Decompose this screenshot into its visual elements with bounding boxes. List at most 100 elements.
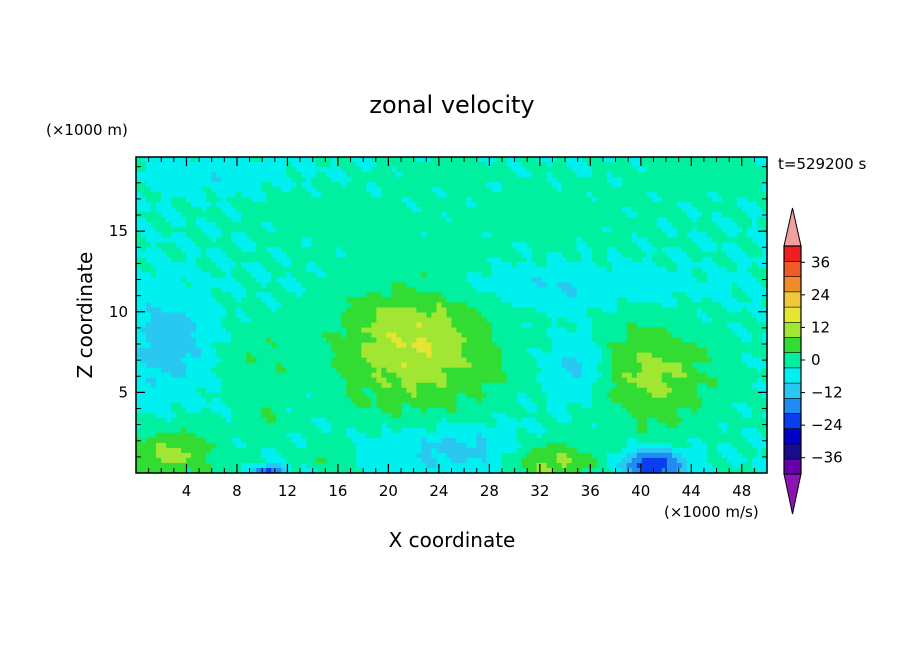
heatmap-cell: [571, 222, 578, 228]
heatmap-cell: [406, 292, 413, 299]
heatmap-cell: [161, 247, 167, 253]
heatmap-cell: [391, 262, 398, 268]
heatmap-cell: [436, 167, 443, 173]
heatmap-cell: [701, 302, 708, 309]
heatmap-cell: [286, 347, 292, 354]
heatmap-cell: [671, 202, 678, 208]
heatmap-cell: [471, 317, 478, 324]
heatmap-cell: [266, 167, 272, 173]
heatmap-cell: [756, 232, 763, 238]
heatmap-cell: [221, 287, 227, 294]
heatmap-cell: [526, 222, 533, 228]
heatmap-cell: [166, 257, 172, 263]
heatmap-cell: [761, 202, 768, 208]
heatmap-cell: [166, 197, 172, 203]
heatmap-cell: [286, 222, 292, 228]
heatmap-cell: [201, 192, 207, 198]
heatmap-cell: [206, 232, 212, 238]
heatmap-cell: [226, 177, 232, 183]
heatmap-cell: [371, 332, 377, 339]
heatmap-cell: [281, 287, 287, 294]
heatmap-cell: [291, 197, 297, 203]
heatmap-cell: [286, 327, 292, 334]
heatmap-cell: [676, 302, 683, 309]
heatmap-cell: [656, 302, 663, 309]
heatmap-cell: [706, 342, 713, 349]
heatmap-cell: [136, 242, 142, 248]
heatmap-cell: [556, 337, 563, 344]
heatmap-cell: [311, 297, 317, 304]
heatmap-cell: [511, 202, 518, 208]
heatmap-cell: [191, 252, 197, 258]
heatmap-cell: [741, 327, 748, 334]
heatmap-cell: [441, 267, 448, 273]
heatmap-cell: [186, 207, 192, 213]
heatmap-cell: [366, 207, 372, 213]
heatmap-cell: [451, 217, 458, 223]
heatmap-cell: [416, 342, 423, 349]
heatmap-cell: [316, 217, 322, 223]
heatmap-cell: [596, 212, 603, 218]
heatmap-cell: [746, 297, 753, 304]
heatmap-cell: [551, 232, 558, 238]
heatmap-cell: [761, 192, 768, 198]
heatmap-cell: [196, 222, 202, 228]
heatmap-cell: [596, 227, 603, 233]
heatmap-cell: [451, 242, 458, 248]
heatmap-cell: [271, 187, 277, 193]
heatmap-cell: [606, 227, 613, 233]
heatmap-cell: [226, 167, 232, 173]
heatmap-cell: [716, 202, 723, 208]
heatmap-cell: [551, 192, 558, 198]
heatmap-cell: [321, 162, 327, 168]
heatmap-cell: [346, 317, 352, 324]
heatmap-cell: [486, 207, 493, 213]
heatmap-cell: [326, 162, 332, 168]
heatmap-cell: [376, 282, 382, 289]
heatmap-cell: [611, 237, 618, 243]
heatmap-cell: [141, 257, 147, 263]
heatmap-cell: [646, 162, 653, 168]
heatmap-cell: [161, 302, 167, 309]
heatmap-cell: [541, 252, 548, 258]
heatmap-cell: [201, 187, 207, 193]
heatmap-cell: [536, 342, 543, 349]
heatmap-cell: [406, 307, 413, 314]
heatmap-cell: [571, 172, 578, 178]
heatmap-cell: [691, 177, 698, 183]
heatmap-cell: [386, 257, 393, 263]
heatmap-cell: [186, 177, 192, 183]
heatmap-cell: [761, 167, 768, 173]
heatmap-cell: [256, 347, 262, 354]
heatmap-cell: [486, 337, 493, 344]
heatmap-cell: [456, 302, 463, 309]
heatmap-cell: [726, 247, 733, 253]
heatmap-cell: [341, 172, 347, 178]
heatmap-cell: [426, 277, 433, 283]
heatmap-cell: [196, 352, 202, 359]
heatmap-cell: [336, 277, 342, 283]
heatmap-cell: [236, 222, 242, 228]
heatmap-cell: [391, 202, 398, 208]
heatmap-cell: [191, 207, 197, 213]
heatmap-cell: [316, 347, 322, 354]
heatmap-cell: [491, 282, 498, 289]
heatmap-cell: [176, 177, 182, 183]
heatmap-cell: [456, 182, 463, 188]
heatmap-cell: [696, 167, 703, 173]
heatmap-cell: [136, 352, 142, 359]
heatmap-cell: [186, 227, 192, 233]
heatmap-cell: [636, 252, 643, 258]
heatmap-cell: [141, 342, 147, 349]
heatmap-cell: [726, 187, 733, 193]
heatmap-cell: [601, 317, 608, 324]
heatmap-cell: [271, 252, 277, 258]
heatmap-cell: [316, 312, 322, 319]
heatmap-cell: [746, 157, 753, 163]
heatmap-cell: [196, 342, 202, 349]
heatmap-cell: [336, 242, 342, 248]
heatmap-cell: [666, 267, 673, 273]
heatmap-cell: [176, 312, 182, 319]
heatmap-cell: [361, 187, 367, 193]
heatmap-cell: [616, 167, 623, 173]
